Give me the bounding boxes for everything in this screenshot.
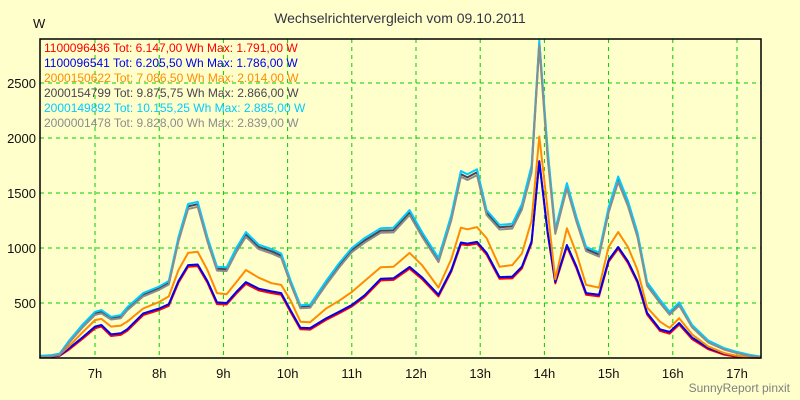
y-tick-label-2500: 2500: [7, 76, 36, 91]
y-tick-label-1500: 1500: [7, 186, 36, 201]
x-tick-label-8h: 8h: [151, 366, 167, 381]
y-tick-label-2000: 2000: [7, 131, 36, 146]
x-tick-label-16h: 16h: [661, 366, 684, 381]
y-tick-label-1000: 1000: [7, 241, 36, 256]
legend-item-1100096436: 1100096436 Tot: 6.147,00 Wh Max: 1.791,0…: [44, 41, 298, 55]
chart-legend: 1100096436 Tot: 6.147,00 Wh Max: 1.791,0…: [44, 41, 305, 131]
series-line-2000150622: [39, 135, 761, 359]
legend-item-2000001478: 2000001478 Tot: 9.828,00 Wh Max: 2.839,0…: [44, 116, 299, 130]
chart-title: Wechselrichtervergleich vom 09.10.2011: [274, 10, 526, 26]
x-tick-label-7h: 7h: [87, 366, 103, 381]
x-tick-label-13h: 13h: [469, 366, 492, 381]
y-axis-unit-label: W: [33, 16, 46, 31]
legend-item-2000150622: 2000150622 Tot: 7.086,50 Wh Max: 2.014,0…: [44, 71, 299, 85]
x-tick-label-9h: 9h: [216, 366, 231, 381]
x-tick-label-17h: 17h: [726, 366, 748, 381]
x-tick-label-12h: 12h: [405, 366, 427, 381]
x-tick-label-15h: 15h: [597, 366, 620, 381]
series-line-1100096541: [39, 160, 761, 359]
x-tick-label-14h: 14h: [533, 366, 556, 381]
legend-item-1100096541: 1100096541 Tot: 6.205,50 Wh Max: 1.786,0…: [44, 56, 298, 70]
series-line-2000149892: [39, 39, 761, 358]
footer-credit: SunnyReport pinxit: [688, 381, 790, 395]
x-tick-label-11h: 11h: [341, 366, 363, 381]
legend-item-2000154799: 2000154799 Tot: 9.875,75 Wh Max: 2.866,0…: [44, 86, 299, 100]
plot-frame: [39, 38, 762, 359]
series-line-2000001478: [39, 44, 761, 358]
x-tick-label-10h: 10h: [276, 366, 299, 381]
series-line-1100096436: [39, 160, 761, 359]
y-tick-label-500: 500: [14, 296, 36, 311]
legend-item-2000149892: 2000149892 Tot: 10.155,25 Wh Max: 2.885,…: [44, 101, 306, 115]
